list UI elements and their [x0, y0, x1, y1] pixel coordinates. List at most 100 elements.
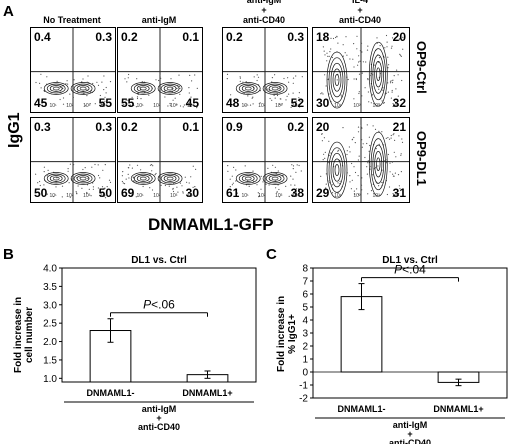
event-dot	[279, 103, 281, 105]
event-dot	[288, 81, 290, 83]
event-dot	[295, 100, 297, 102]
population-contour	[235, 82, 261, 95]
event-dot	[400, 154, 402, 156]
event-dot	[91, 166, 93, 168]
event-dot	[226, 73, 229, 75]
event-dot	[295, 188, 298, 190]
event-dot	[84, 167, 86, 169]
event-dot	[132, 177, 135, 179]
event-dot	[387, 91, 389, 93]
panel-a-x-axis-label: DNMAML1-GFP	[148, 215, 274, 234]
event-dot	[400, 153, 402, 155]
event-dot	[56, 80, 58, 82]
event-dot	[87, 177, 89, 179]
event-dot	[103, 75, 105, 77]
event-dot	[328, 140, 330, 142]
event-dot	[388, 138, 391, 140]
quadrant-value-ul: 0.9	[226, 120, 243, 134]
population-contour	[157, 172, 183, 185]
quadrant-value-ur: 0.3	[95, 120, 112, 134]
axis-tick-label: 10¹	[49, 193, 57, 199]
event-dot	[365, 61, 367, 63]
event-dot	[39, 184, 41, 187]
y-tick-label: 5	[302, 303, 308, 314]
event-dot	[271, 99, 273, 101]
event-dot	[298, 188, 300, 190]
event-dot	[362, 143, 364, 145]
event-dot	[351, 162, 353, 165]
event-dot	[354, 142, 356, 144]
event-dot	[69, 196, 71, 198]
event-dot	[392, 134, 394, 136]
event-dot	[368, 101, 370, 103]
event-dot	[160, 184, 162, 186]
event-dot	[346, 150, 348, 152]
event-dot	[188, 92, 190, 94]
population-contour	[328, 57, 346, 103]
event-dot	[39, 82, 41, 84]
population-contour	[271, 176, 279, 181]
event-dot	[158, 176, 160, 178]
event-dot	[253, 76, 255, 78]
event-dot	[394, 139, 396, 141]
event-dot	[358, 61, 360, 63]
population-contour	[73, 83, 93, 94]
category-label-0: DNMAML1-	[87, 388, 135, 398]
event-dot	[194, 186, 196, 188]
event-dot	[66, 80, 68, 82]
event-dot	[108, 179, 111, 181]
event-dot	[271, 81, 273, 83]
event-dot	[336, 35, 338, 37]
event-dot	[155, 172, 157, 175]
event-dot	[72, 96, 74, 98]
event-dot	[258, 196, 260, 198]
population-contour	[328, 147, 346, 193]
event-dot	[385, 92, 387, 94]
plot-frame	[61, 267, 257, 383]
event-dot	[227, 170, 229, 172]
event-dot	[353, 190, 355, 192]
event-dot	[259, 102, 261, 104]
event-dot	[359, 60, 361, 62]
event-dot	[367, 91, 369, 93]
event-dot	[324, 151, 326, 153]
event-dot	[400, 171, 402, 173]
event-dot	[366, 166, 368, 168]
event-dot	[172, 190, 175, 193]
event-dot	[69, 163, 71, 165]
event-dot	[353, 166, 355, 168]
event-dot	[229, 178, 231, 180]
group-label-line: anti-CD40	[138, 422, 180, 432]
event-dot	[342, 44, 344, 46]
event-dot	[368, 136, 370, 138]
event-dot	[47, 169, 49, 171]
axis-tick-label: 10²	[153, 103, 161, 109]
event-dot	[367, 162, 369, 164]
event-dot	[192, 186, 194, 188]
population-contour	[166, 86, 174, 91]
panel-b-letter: B	[3, 246, 14, 263]
event-dot	[401, 138, 403, 140]
event-dot	[269, 97, 271, 100]
event-dot	[391, 80, 393, 82]
event-dot	[326, 52, 328, 54]
event-dot	[103, 89, 105, 91]
facs-plot: 0.2 0.1 69 30 10¹ 10² 10³ 10⁴	[117, 117, 203, 203]
event-dot	[378, 103, 380, 105]
population-contour	[330, 62, 344, 98]
event-dot	[133, 180, 135, 182]
event-dot	[378, 185, 380, 187]
event-dot	[337, 182, 339, 184]
quadrant-value-ll: 55	[121, 96, 135, 110]
event-dot	[322, 159, 324, 161]
event-dot	[285, 185, 287, 187]
event-dot	[331, 192, 334, 194]
event-dot	[371, 94, 374, 96]
event-dot	[244, 104, 246, 106]
axis-tick-label: 10⁴	[291, 193, 300, 199]
event-dot	[292, 178, 294, 180]
event-dot	[94, 103, 96, 105]
event-dot	[56, 177, 58, 179]
axis-tick-label: 10²	[66, 193, 74, 199]
event-dot	[349, 151, 351, 153]
